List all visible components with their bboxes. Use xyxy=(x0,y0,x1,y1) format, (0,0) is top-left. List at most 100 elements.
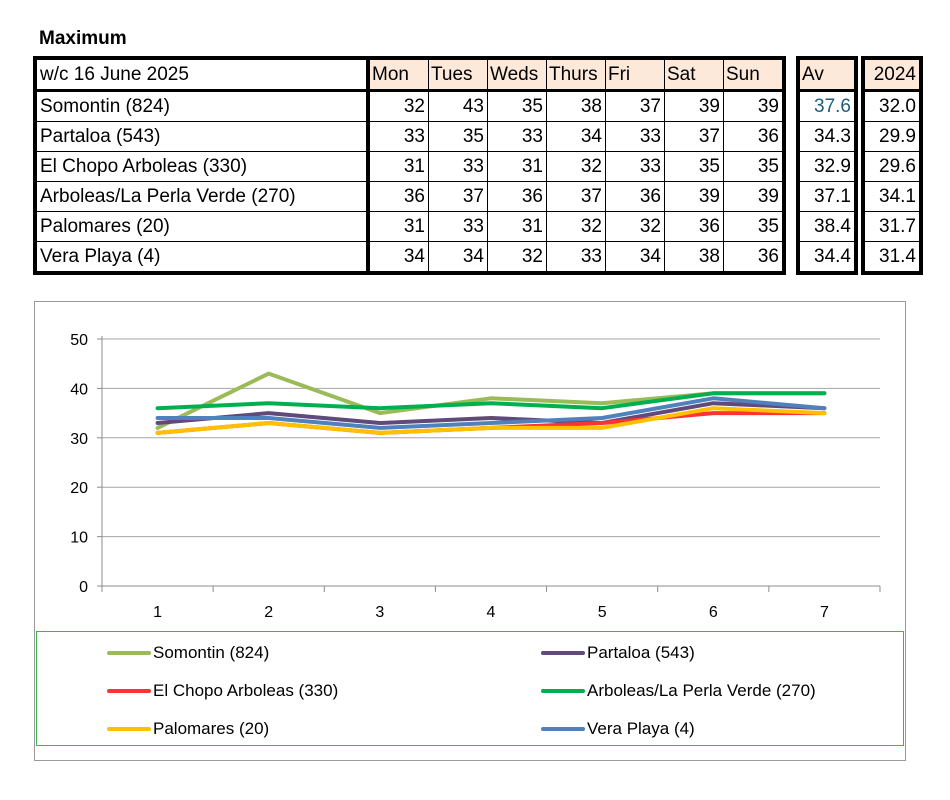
previous-year-cell: 29.6 xyxy=(862,151,922,182)
table-row: Vera Playa (4) 34 34 32 33 34 38 36 xyxy=(34,241,786,274)
legend-swatch xyxy=(541,689,585,693)
x-tick-label: 4 xyxy=(487,604,496,621)
previous-year-cell: 29.9 xyxy=(862,121,922,152)
temp-cell: 37 xyxy=(546,181,606,212)
temp-cell: 36 xyxy=(605,181,665,212)
y-tick-label: 0 xyxy=(79,579,88,596)
temp-cell: 33 xyxy=(428,151,488,182)
series-line xyxy=(155,396,827,430)
temp-cell: 32 xyxy=(605,211,665,242)
temp-cell: 33 xyxy=(605,151,665,182)
station-name: Partaloa (543) xyxy=(34,121,370,152)
legend-item: Palomares (20) xyxy=(107,718,269,740)
legend-swatch xyxy=(107,727,151,731)
temp-cell: 38 xyxy=(664,241,724,274)
legend-swatch xyxy=(107,689,151,693)
legend-label: Vera Playa (4) xyxy=(587,719,695,738)
y-tick-label: 30 xyxy=(70,431,88,448)
series-line xyxy=(155,406,827,435)
temp-cell: 39 xyxy=(664,181,724,212)
temp-cell: 37 xyxy=(664,121,724,152)
average-header: Av xyxy=(797,57,857,92)
legend-item: Vera Playa (4) xyxy=(541,718,695,740)
line-chart: 0 10 20 30 40 50 1 2 3 4 5 6 7 xyxy=(70,332,881,621)
average-cell: 37.6 xyxy=(797,90,857,122)
legend-swatch xyxy=(541,651,585,655)
legend-item: Partaloa (543) xyxy=(541,642,695,664)
table-title: Maximum xyxy=(39,28,127,49)
average-cell: 32.9 xyxy=(797,151,857,182)
table-row: Partaloa (543) 33 35 33 34 33 37 36 xyxy=(34,121,786,152)
temp-cell: 35 xyxy=(723,151,786,182)
temp-cell: 34 xyxy=(428,241,488,274)
temp-cell: 36 xyxy=(664,211,724,242)
x-tick-label: 2 xyxy=(264,604,273,621)
temp-cell: 31 xyxy=(487,151,547,182)
temp-cell: 32 xyxy=(546,211,606,242)
temp-cell: 36 xyxy=(723,121,786,152)
series-line xyxy=(155,401,827,425)
table-row: Arboleas/La Perla Verde (270) 36 37 36 3… xyxy=(34,181,786,212)
temperature-table: w/c 16 June 2025 Mon Tues Weds Thurs Fri… xyxy=(33,56,786,275)
temp-cell: 34 xyxy=(605,241,665,274)
temp-cell: 33 xyxy=(428,211,488,242)
station-name: Somontin (824) xyxy=(34,90,370,122)
temp-cell: 32 xyxy=(487,241,547,274)
legend-item: Somontin (824) xyxy=(107,642,269,664)
temp-cell: 33 xyxy=(487,121,547,152)
temp-cell: 37 xyxy=(605,90,665,122)
day-header: Weds xyxy=(487,57,547,92)
table-row: Palomares (20) 31 33 31 32 32 36 35 xyxy=(34,211,786,242)
station-name: Vera Playa (4) xyxy=(34,241,370,274)
temp-cell: 32 xyxy=(367,90,429,122)
temp-cell: 34 xyxy=(546,121,606,152)
y-tick-label: 20 xyxy=(70,480,88,497)
x-tick-label: 6 xyxy=(709,604,718,621)
table-header-row: w/c 16 June 2025 Mon Tues Weds Thurs Fri… xyxy=(34,57,786,92)
legend-swatch xyxy=(541,727,585,731)
chart-frame xyxy=(34,301,906,761)
previous-year-cell: 31.7 xyxy=(862,211,922,242)
x-tick-label: 3 xyxy=(375,604,384,621)
y-tick-label: 40 xyxy=(70,381,88,398)
temp-cell: 31 xyxy=(367,151,429,182)
temp-cell: 37 xyxy=(428,181,488,212)
temp-cell: 36 xyxy=(487,181,547,212)
legend-swatch xyxy=(107,651,151,655)
day-header: Mon xyxy=(367,57,429,92)
temp-cell: 34 xyxy=(367,241,429,274)
previous-year-cell: 31.4 xyxy=(862,241,922,274)
legend-item: El Chopo Arboleas (330) xyxy=(107,680,338,702)
x-tick-label: 7 xyxy=(820,604,829,621)
legend-item: Arboleas/La Perla Verde (270) xyxy=(541,680,816,702)
temp-cell: 35 xyxy=(428,121,488,152)
station-name: Palomares (20) xyxy=(34,211,370,242)
day-header: Sun xyxy=(723,57,786,92)
station-name: Arboleas/La Perla Verde (270) xyxy=(34,181,370,212)
average-cell: 34.4 xyxy=(797,241,857,274)
legend-label: Arboleas/La Perla Verde (270) xyxy=(587,681,816,700)
temp-cell: 31 xyxy=(487,211,547,242)
legend-label: Somontin (824) xyxy=(153,643,270,662)
temp-cell: 33 xyxy=(605,121,665,152)
day-header: Tues xyxy=(428,57,488,92)
average-table: Av 37.6 34.3 32.9 37.1 38.4 34.4 xyxy=(796,56,858,275)
previous-year-table: 2024 32.0 29.9 29.6 34.1 31.7 31.4 xyxy=(861,56,923,275)
table-row: El Chopo Arboleas (330) 31 33 31 32 33 3… xyxy=(34,151,786,182)
temp-cell: 39 xyxy=(723,181,786,212)
y-tick-label: 10 xyxy=(70,530,88,547)
legend-label: Partaloa (543) xyxy=(587,643,695,662)
average-cell: 34.3 xyxy=(797,121,857,152)
legend-label: Palomares (20) xyxy=(153,719,270,738)
temp-cell: 43 xyxy=(428,90,488,122)
series-line xyxy=(155,391,827,411)
previous-year-cell: 32.0 xyxy=(862,90,922,122)
y-tick-label: 50 xyxy=(70,332,88,349)
temp-cell: 36 xyxy=(723,241,786,274)
table-row: Somontin (824) 32 43 35 38 37 39 39 xyxy=(34,90,786,122)
average-cell: 37.1 xyxy=(797,181,857,212)
day-header: Thurs xyxy=(546,57,606,92)
week-label: w/c 16 June 2025 xyxy=(34,57,370,92)
temp-cell: 33 xyxy=(367,121,429,152)
day-header: Sat xyxy=(664,57,724,92)
